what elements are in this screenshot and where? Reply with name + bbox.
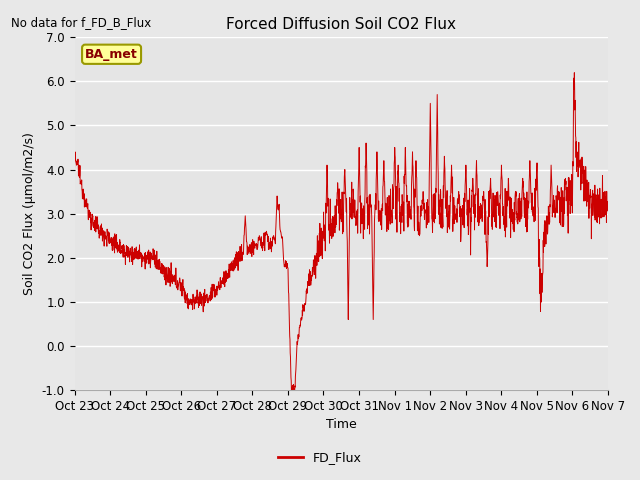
Title: Forced Diffusion Soil CO2 Flux: Forced Diffusion Soil CO2 Flux [226,17,456,32]
X-axis label: Time: Time [326,419,356,432]
Y-axis label: Soil CO2 Flux (μmol/m2/s): Soil CO2 Flux (μmol/m2/s) [23,132,36,295]
Text: No data for f_FD_B_Flux: No data for f_FD_B_Flux [10,16,151,29]
Legend: FD_Flux: FD_Flux [273,446,367,469]
Text: BA_met: BA_met [85,48,138,61]
